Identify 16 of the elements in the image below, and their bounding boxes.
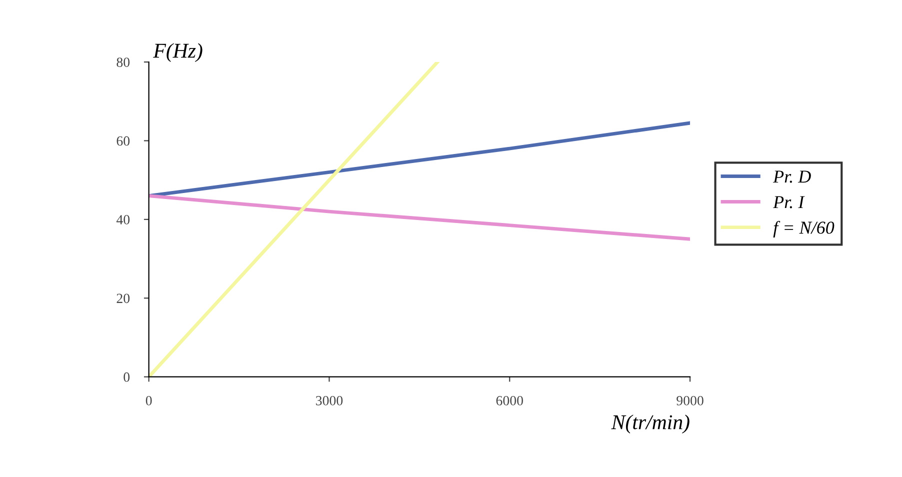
y-tick-label: 20 bbox=[116, 294, 130, 304]
legend-label: Pr. I bbox=[772, 196, 805, 208]
x-tick-label: 3000 bbox=[316, 396, 343, 406]
y-tick-label: 0 bbox=[124, 372, 130, 382]
x-tick-label: 9000 bbox=[676, 396, 704, 406]
y-tick-label: 60 bbox=[116, 136, 130, 146]
y-axis-title: F(Hz) bbox=[153, 43, 202, 62]
line-series bbox=[148, 194, 690, 241]
x-tick-label: 6000 bbox=[496, 396, 523, 406]
legend-label: Pr. D bbox=[772, 170, 811, 183]
y-tick-label: 40 bbox=[116, 215, 130, 224]
y-tick-label: 80 bbox=[116, 58, 130, 67]
x-axis-title: N(tr/min) bbox=[611, 414, 690, 434]
line-series bbox=[148, 121, 690, 198]
legend-label: f = N/60 bbox=[773, 220, 834, 238]
x-tick-label: 0 bbox=[146, 396, 152, 406]
